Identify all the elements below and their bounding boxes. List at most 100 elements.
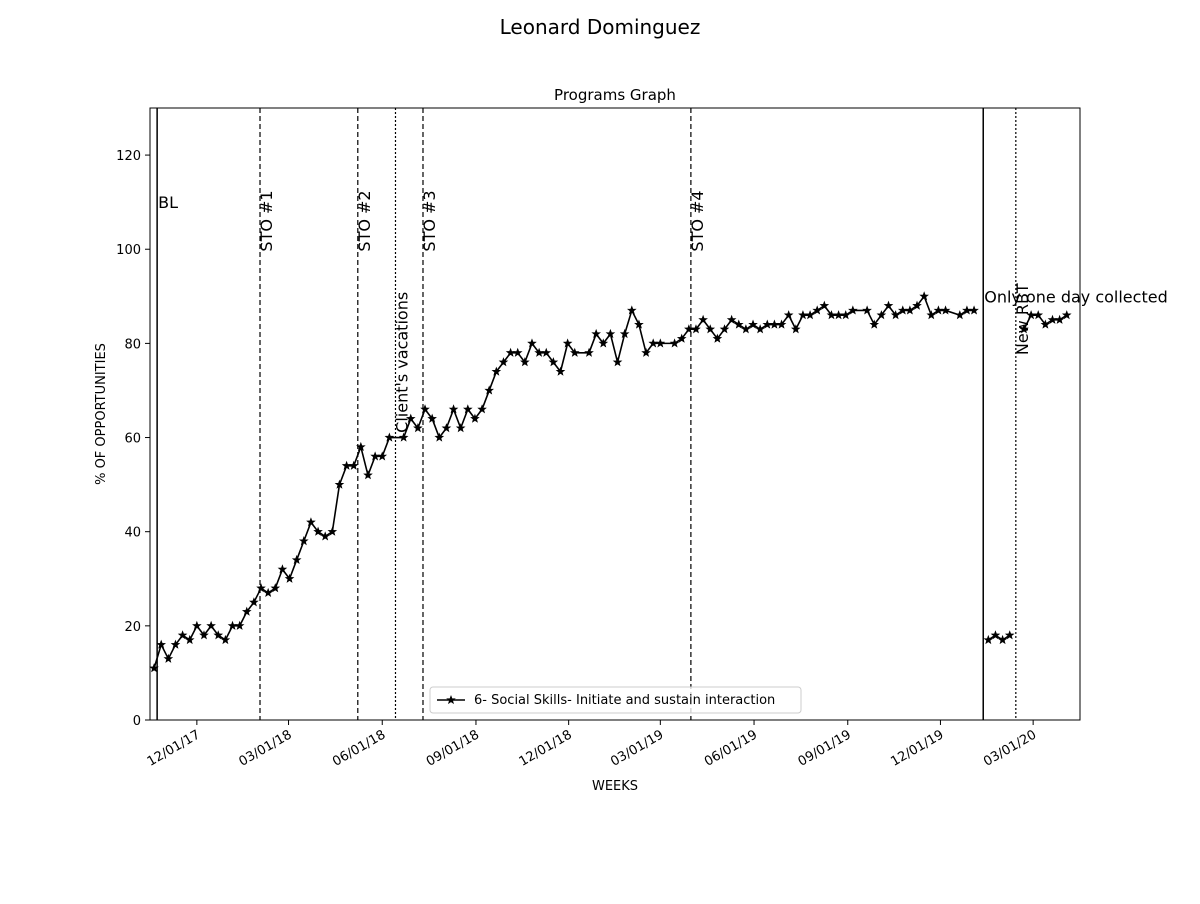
data-point	[776, 319, 787, 329]
data-point	[177, 630, 188, 640]
data-point	[434, 432, 445, 442]
data-point	[363, 470, 373, 480]
data-point	[420, 404, 430, 414]
data-point	[912, 300, 922, 310]
data-point	[527, 338, 537, 348]
data-point	[676, 333, 687, 343]
data-point	[220, 634, 231, 645]
data-point	[719, 324, 730, 334]
data-point	[940, 305, 951, 315]
x-tick-label: 12/01/18	[517, 727, 575, 769]
x-tick-label: 03/01/19	[608, 727, 666, 769]
y-tick-label: 40	[124, 526, 141, 541]
series-line	[987, 634, 1011, 641]
data-point	[299, 536, 309, 546]
legend: 6- Social Skills- Initiate and sustain i…	[429, 686, 802, 714]
data-point	[206, 620, 216, 630]
data-point	[591, 328, 601, 339]
data-point	[291, 554, 302, 565]
phase-line-label: Only one day collected	[984, 287, 1168, 306]
data-point	[684, 324, 694, 334]
data-point	[954, 310, 965, 320]
data-point	[306, 517, 316, 527]
data-point	[149, 663, 159, 673]
data-point	[327, 526, 338, 536]
legend-box	[429, 686, 802, 714]
data-point	[498, 357, 509, 367]
data-point	[1004, 630, 1015, 640]
data-point	[926, 310, 937, 320]
y-tick-label: 60	[124, 432, 141, 447]
data-point	[641, 347, 651, 357]
data-point	[520, 357, 530, 367]
data-point	[199, 630, 209, 640]
data-point	[990, 630, 1001, 640]
x-tick-label: 09/01/19	[796, 727, 854, 769]
data-point	[705, 324, 716, 334]
y-tick-label: 120	[116, 149, 141, 164]
data-point	[462, 404, 473, 414]
data-point	[227, 620, 238, 630]
data-point	[790, 324, 801, 334]
data-point	[748, 319, 758, 329]
phase-line-label: STO #3	[420, 190, 439, 251]
data-point	[270, 583, 281, 593]
legend-marker	[446, 694, 456, 705]
data-point	[484, 385, 495, 395]
data-point	[413, 423, 423, 433]
data-point	[156, 639, 167, 649]
data-point	[555, 366, 566, 376]
data-point	[234, 620, 245, 630]
plot-area: 0 20 40 60 80 100 120 12/01/17 03/01/18 06/01/18 0…	[116, 107, 1168, 770]
data-point	[833, 310, 844, 320]
data-point	[313, 526, 323, 536]
data-point	[584, 347, 594, 357]
x-tick-label: 12/01/17	[145, 727, 203, 769]
data-point	[256, 583, 266, 593]
data-point	[969, 305, 979, 315]
phase-line-label: STO #1	[257, 190, 276, 251]
data-point	[805, 310, 815, 320]
x-tick-label: 06/01/18	[330, 727, 388, 769]
data-point	[163, 653, 174, 663]
chart-title: Programs Graph	[554, 86, 676, 104]
series-line	[153, 295, 975, 669]
data-point	[192, 620, 202, 630]
data-point	[819, 300, 830, 310]
data-point	[1061, 310, 1072, 320]
data-point	[726, 314, 737, 324]
data-point	[241, 606, 252, 616]
data-point	[263, 587, 273, 597]
data-point	[769, 319, 780, 329]
data-point	[783, 310, 794, 320]
x-axis-label: WEEKS	[592, 779, 638, 794]
data-point	[983, 634, 994, 645]
data-point	[669, 338, 680, 348]
data-point	[348, 460, 359, 470]
data-point	[1054, 314, 1065, 324]
data-point	[812, 305, 823, 315]
data-point	[405, 413, 416, 423]
data-point	[284, 573, 295, 583]
data-point	[505, 347, 516, 357]
x-tick-label: 09/01/18	[424, 727, 482, 769]
data-point	[356, 441, 366, 452]
data-point	[648, 338, 659, 348]
data-point	[455, 423, 466, 433]
x-tick-label: 12/01/19	[888, 727, 946, 769]
data-point	[905, 305, 915, 315]
data-point	[569, 347, 580, 357]
data-point	[862, 305, 872, 315]
y-tick-label: 20	[124, 620, 141, 635]
data-point	[170, 639, 181, 649]
data-point	[334, 479, 345, 489]
data-point	[562, 338, 573, 348]
data-point	[840, 310, 851, 320]
data-point	[427, 413, 437, 423]
data-point	[712, 333, 723, 343]
data-point	[741, 324, 751, 334]
data-point	[377, 451, 388, 461]
data-point	[655, 338, 666, 348]
data-point	[1033, 310, 1044, 320]
